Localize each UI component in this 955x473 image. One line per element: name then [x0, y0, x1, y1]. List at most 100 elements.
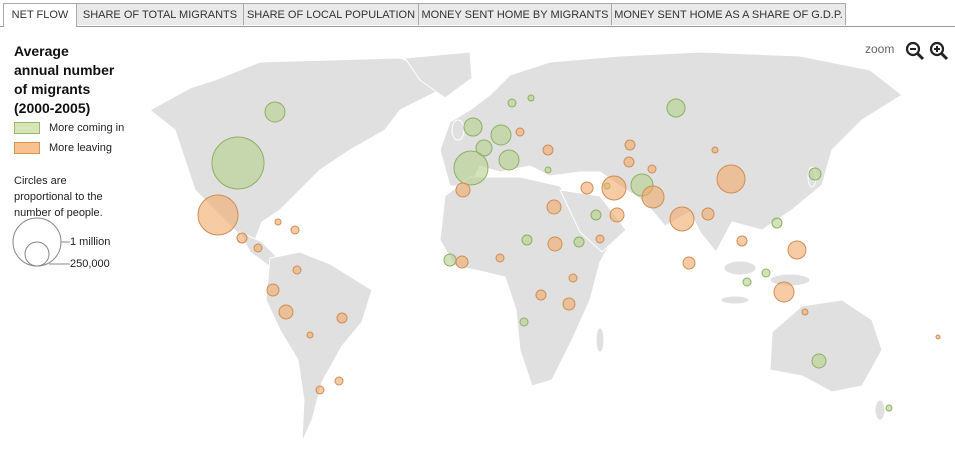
legend-title-line: annual number	[14, 62, 115, 78]
size-label: 1 million	[70, 236, 111, 248]
legend-note: Circles are proportional to the number of …	[14, 173, 103, 221]
size-label: 250,000	[70, 258, 110, 270]
migration-bubble	[711, 146, 719, 154]
migration-bubble	[935, 334, 941, 340]
migration-bubble	[666, 98, 686, 118]
migration-bubble	[455, 255, 469, 269]
migration-bubble	[507, 98, 517, 108]
zoom-in[interactable]	[929, 41, 949, 61]
migration-bubble	[801, 308, 809, 316]
legend-label: More coming in	[49, 122, 125, 134]
migration-bubble	[211, 136, 265, 190]
migration-bubble	[885, 404, 893, 412]
island	[451, 119, 465, 141]
tab[interactable]: SHARE OF LOCAL POPULATION	[243, 3, 419, 25]
migration-bubble	[716, 164, 746, 194]
migration-bubble	[264, 101, 286, 123]
landmass	[265, 251, 373, 443]
migration-bubble	[455, 182, 471, 198]
migration-bubble	[253, 243, 263, 253]
legend-swatch	[14, 122, 40, 134]
migration-bubble	[519, 317, 529, 327]
size-legend	[12, 217, 70, 267]
island	[874, 399, 886, 421]
legend-note-line: proportional to the	[14, 191, 103, 203]
migration-bubble	[761, 268, 771, 278]
migration-bubble	[590, 209, 602, 221]
tab[interactable]: MONEY SENT HOME AS A SHARE OF G.D.P.	[611, 3, 846, 25]
migration-bubble	[527, 94, 535, 102]
tab[interactable]: NET FLOW	[3, 3, 77, 27]
legend-title-line: (2000-2005)	[14, 100, 91, 116]
migration-bubble	[266, 283, 280, 297]
migration-bubble	[306, 331, 314, 339]
migration-bubble	[623, 156, 635, 168]
island	[723, 260, 757, 276]
migration-bubble	[736, 235, 748, 247]
migration-bubble	[787, 240, 807, 260]
migration-bubble	[274, 218, 282, 226]
legend-title: Average annual number of migrants (2000-200…	[14, 42, 114, 118]
landmass	[769, 299, 883, 393]
migration-bubble	[682, 256, 696, 270]
migration-bubble	[771, 217, 783, 229]
size-circle	[24, 241, 50, 267]
migration-bubble	[609, 207, 625, 223]
legend-label: More leaving	[49, 142, 112, 154]
migration-bubble	[490, 124, 512, 146]
migration-bubble	[197, 194, 239, 236]
migration-bubble	[546, 199, 562, 215]
migration-bubble	[334, 376, 344, 386]
migration-bubble	[562, 297, 576, 311]
migration-bubble	[568, 273, 578, 283]
migration-bubble	[443, 253, 457, 267]
migration-bubble	[808, 167, 822, 181]
migration-bubble	[495, 253, 505, 263]
migration-bubble	[773, 281, 795, 303]
migration-bubble	[292, 265, 302, 275]
zoom-out[interactable]	[905, 41, 925, 61]
tab[interactable]: MONEY SENT HOME BY MIGRANTS	[418, 3, 612, 25]
migration-bubble	[601, 175, 627, 201]
migration-bubble	[535, 289, 547, 301]
migration-bubble	[278, 304, 294, 320]
migration-bubble	[315, 385, 325, 395]
world-map	[149, 51, 941, 443]
zoom-label: zoom	[865, 42, 895, 56]
migration-bubble	[475, 139, 493, 157]
migration-bubble	[624, 139, 636, 151]
migration-bubble	[544, 166, 552, 174]
migration-bubble	[521, 234, 533, 246]
landmass	[404, 51, 473, 99]
landmass	[559, 189, 627, 253]
legend-note-line: Circles are	[14, 175, 67, 187]
landmass	[149, 57, 441, 241]
migration-bubble	[595, 234, 605, 244]
landmass	[439, 176, 613, 387]
migration-bubble	[336, 312, 348, 324]
migration-bubble	[669, 206, 695, 232]
migration-bubble	[547, 236, 563, 252]
migration-bubble	[498, 149, 520, 171]
legend-title-line: of migrants	[14, 81, 91, 97]
migration-bubble	[515, 127, 525, 137]
legend-swatch	[14, 142, 40, 154]
migration-bubble	[701, 207, 715, 221]
migration-bubble	[580, 181, 594, 195]
landmass	[439, 51, 903, 253]
migration-bubble	[290, 225, 300, 235]
legend-title-line: Average	[14, 43, 69, 59]
island	[720, 295, 750, 305]
migration-bubble	[542, 144, 554, 156]
migration-bubble	[647, 164, 657, 174]
migration-bubble	[453, 150, 489, 186]
legend-note-line: number of people.	[14, 207, 103, 219]
migration-bubble	[742, 277, 752, 287]
migration-bubble	[573, 236, 585, 248]
tab[interactable]: SHARE OF TOTAL MIGRANTS	[76, 3, 244, 25]
migration-bubble	[641, 185, 665, 209]
migration-bubble	[811, 353, 827, 369]
island	[595, 327, 605, 353]
migration-bubble	[463, 117, 483, 137]
